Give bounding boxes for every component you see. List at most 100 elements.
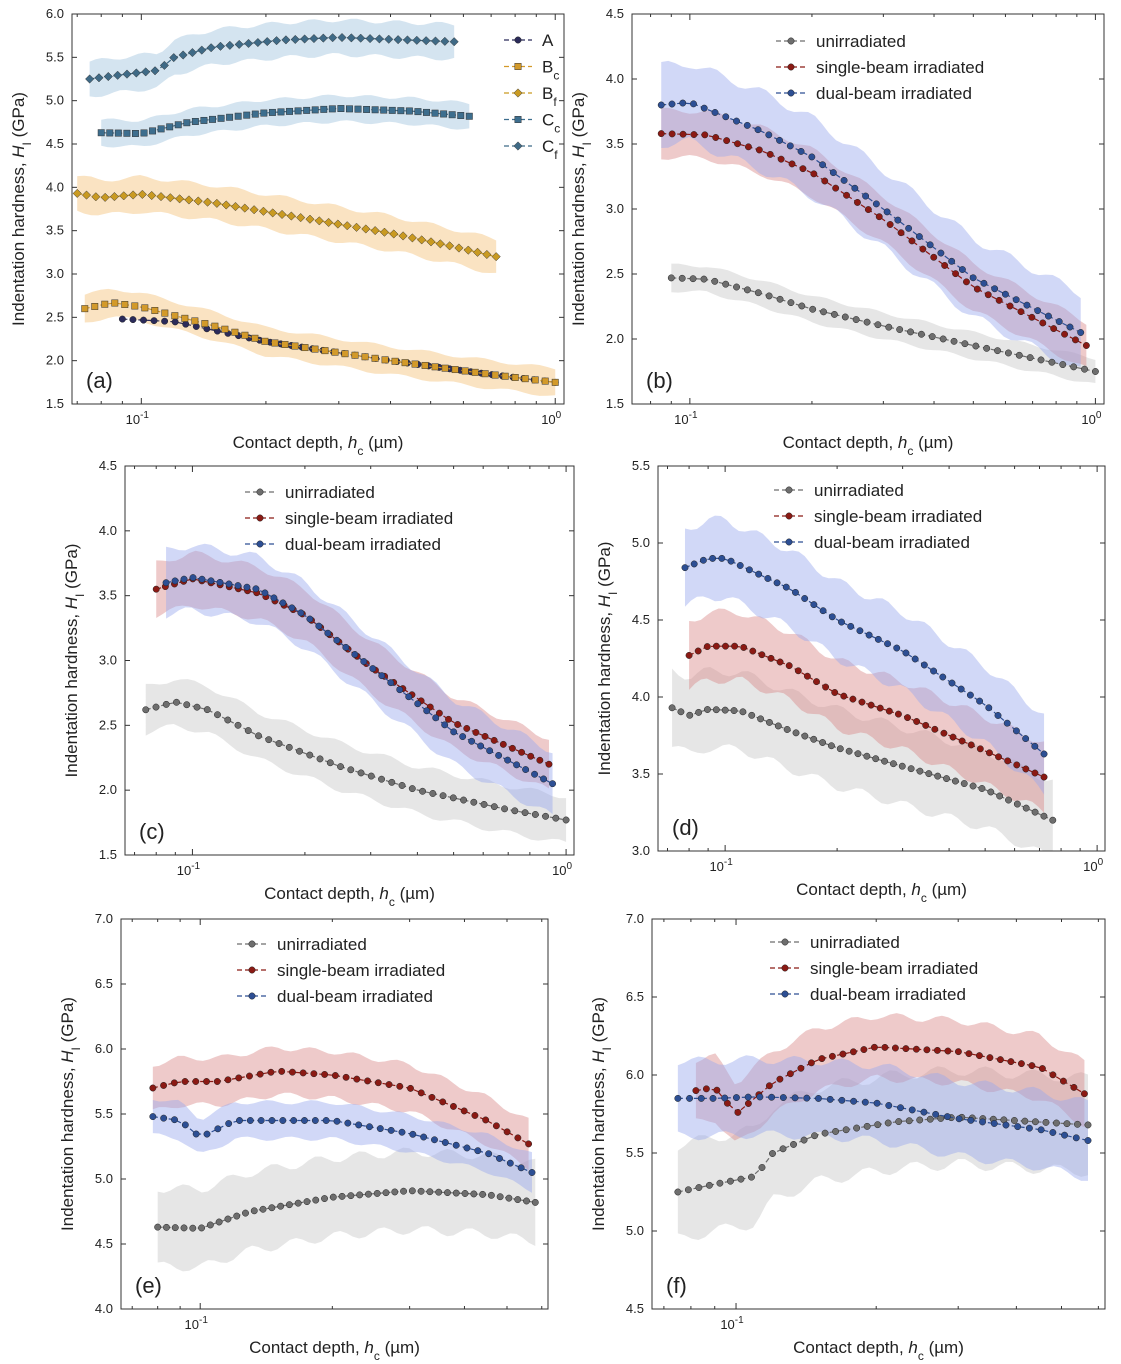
data-point <box>746 567 752 573</box>
data-point <box>450 1103 456 1109</box>
data-point <box>1050 1129 1056 1135</box>
data-point <box>882 1044 888 1050</box>
legend-marker <box>514 89 522 97</box>
y-tick-label: 3.0 <box>606 201 624 216</box>
data-point <box>678 709 684 715</box>
data-point <box>452 366 458 372</box>
data-point <box>859 699 865 705</box>
data-point <box>700 557 706 563</box>
data-point <box>532 811 538 817</box>
data-point <box>201 117 207 123</box>
data-point <box>970 275 976 281</box>
data-point <box>132 303 138 309</box>
data-point <box>365 1191 371 1197</box>
legend: unirradiatedsingle-beam irradiateddual-b… <box>237 935 445 1006</box>
data-point <box>783 584 789 590</box>
data-point <box>1050 817 1056 823</box>
data-point <box>506 1195 512 1201</box>
data-point <box>397 686 403 692</box>
data-point <box>232 329 238 335</box>
data-point <box>295 1200 301 1206</box>
data-point <box>272 340 278 346</box>
data-point <box>330 1194 336 1200</box>
data-point <box>886 708 892 714</box>
axis-title: Indentation hardness, HI (GPa) <box>589 997 614 1231</box>
legend-marker <box>788 90 794 96</box>
legend-label: single-beam irradiated <box>814 507 982 526</box>
data-point <box>194 704 200 710</box>
data-point <box>406 694 412 700</box>
data-point <box>1041 774 1047 780</box>
data-point <box>744 122 750 128</box>
data-point <box>842 314 848 320</box>
y-tick-label: 3.5 <box>46 223 64 238</box>
data-point <box>346 106 352 112</box>
data-point <box>1085 1137 1091 1143</box>
data-point <box>290 1117 296 1123</box>
data-point <box>940 674 946 680</box>
data-point <box>977 746 983 752</box>
data-point <box>857 628 863 634</box>
data-point <box>682 564 688 570</box>
legend-label: dual-beam irradiated <box>285 535 441 554</box>
data-point <box>337 763 343 769</box>
data-point <box>461 1108 467 1114</box>
legend-label: dual-beam irradiated <box>277 987 433 1006</box>
data-point <box>388 1127 394 1133</box>
data-point <box>370 665 376 671</box>
data-point <box>749 712 755 718</box>
data-point <box>738 1176 744 1182</box>
data-point <box>269 109 275 115</box>
y-tick-label: 4.5 <box>626 1301 644 1316</box>
legend-marker <box>788 38 794 44</box>
y-tick-label: 6.5 <box>626 989 644 1004</box>
data-point <box>895 711 901 717</box>
data-point <box>334 1118 340 1124</box>
data-point <box>546 761 552 767</box>
data-point <box>518 1165 524 1171</box>
data-point <box>119 316 125 322</box>
data-point <box>795 668 801 674</box>
data-point <box>389 107 395 113</box>
data-point <box>415 108 421 114</box>
y-tick-label: 2.0 <box>99 782 117 797</box>
data-point <box>822 178 828 184</box>
panel-c: 1.52.02.53.03.54.04.510-1 100Contact dept… <box>62 458 574 909</box>
data-point <box>873 201 879 207</box>
data-point <box>952 778 958 784</box>
data-point <box>966 1050 972 1056</box>
data-point <box>307 752 313 758</box>
data-point <box>765 575 771 581</box>
data-point <box>152 307 158 313</box>
data-point <box>286 108 292 114</box>
data-point <box>504 757 510 763</box>
y-tick-label: 5.0 <box>632 535 650 550</box>
data-point <box>102 301 108 307</box>
data-point <box>378 776 384 782</box>
data-point <box>236 1075 242 1081</box>
data-point <box>317 756 323 762</box>
data-point <box>209 116 215 122</box>
data-point <box>492 372 498 378</box>
data-point <box>199 576 205 582</box>
data-point <box>1032 1119 1038 1125</box>
data-point <box>868 702 874 708</box>
y-tick-label: 7.0 <box>626 911 644 926</box>
data-point <box>898 230 904 236</box>
data-point <box>731 707 737 713</box>
data-point <box>871 1044 877 1050</box>
data-point <box>813 678 819 684</box>
data-point <box>923 722 929 728</box>
data-point <box>260 1206 266 1212</box>
data-point <box>1040 320 1046 326</box>
data-point <box>372 107 378 113</box>
data-point <box>475 1148 481 1154</box>
data-point <box>496 1155 502 1161</box>
legend-marker <box>786 513 792 519</box>
data-point <box>204 706 210 712</box>
data-point <box>932 1111 938 1117</box>
data-point <box>934 1047 940 1053</box>
data-point <box>1050 325 1056 331</box>
data-point <box>886 1102 892 1108</box>
data-point <box>929 333 935 339</box>
